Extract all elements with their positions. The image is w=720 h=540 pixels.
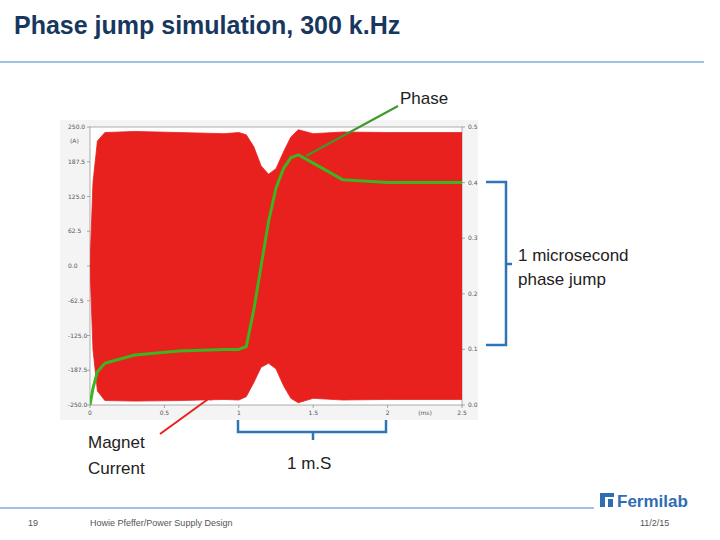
y-tick (87, 161, 90, 162)
y2-tick-label: 0.0 (468, 401, 478, 408)
background (0, 0, 720, 540)
y-tick-label: 187.5 (68, 158, 85, 165)
y-tick-label: 0.0 (68, 262, 78, 269)
plot-frame (90, 127, 462, 405)
jump-annotation: 1 microsecond (518, 246, 629, 265)
phase-pointer (306, 106, 398, 156)
jump-bracket (486, 182, 512, 345)
x-tick (313, 405, 314, 408)
logo: Fermilab (600, 492, 688, 511)
y2-tick (462, 349, 465, 350)
y-tick (87, 370, 90, 371)
x-tick (462, 405, 463, 408)
x-tick-label: 2.5 (457, 409, 467, 416)
x-tick (387, 405, 388, 408)
phase-line (90, 155, 462, 405)
y2-tick-label: 0.1 (468, 345, 478, 352)
y-tick-label: -187.5 (68, 366, 88, 373)
y2-tick (462, 182, 465, 183)
y2-tick-label: 0.3 (468, 234, 478, 241)
y-tick-label: -62.5 (68, 297, 84, 304)
x-tick (238, 405, 239, 408)
page-number: 19 (28, 518, 38, 528)
current-annotation: Current (88, 459, 145, 478)
title: Phase jump simulation, 300 k.Hz (14, 11, 400, 39)
x-tick-label: 2 (386, 409, 390, 416)
x-axis-label: (ms) (418, 409, 432, 416)
title-rule (0, 61, 704, 63)
x-tick-label: 0.5 (160, 409, 170, 416)
footer-rule (0, 507, 594, 509)
x-tick-label: 1.5 (308, 409, 318, 416)
y-tick-label: 62.5 (68, 227, 82, 234)
y2-tick (462, 293, 465, 294)
y-tick (87, 405, 90, 406)
y2-tick (462, 127, 465, 128)
jump-annotation: phase jump (518, 270, 606, 289)
y-tick (87, 335, 90, 336)
current-arrowhead (206, 393, 216, 401)
logo-text: Fermilab (617, 492, 688, 511)
y2-tick-label: 0.5 (468, 123, 478, 130)
y-tick (87, 231, 90, 232)
span-bracket (238, 420, 386, 440)
y-tick (87, 127, 90, 128)
x-tick (90, 405, 91, 408)
current-annotation: Magnet (88, 433, 145, 452)
logo-mark (608, 499, 613, 507)
footer-date: 11/2/15 (640, 518, 669, 528)
span-annotation: 1 m.S (287, 454, 331, 473)
y2-tick-label: 0.4 (468, 179, 478, 186)
footer-author: Howie Pfeffer/Power Supply Design (90, 518, 232, 528)
y-tick-label: -125.0 (68, 332, 88, 339)
phase-annotation: Phase (400, 89, 448, 108)
y-tick-label: 250.0 (68, 123, 85, 130)
y2-tick (462, 405, 465, 406)
plot-marks (90, 130, 462, 405)
slide: Phase jump simulation, 300 k.Hz -250.0 -18… (0, 0, 720, 540)
x-tick (164, 405, 165, 408)
chart-panel (60, 120, 478, 420)
y-tick (87, 196, 90, 197)
current-envelope (90, 130, 462, 403)
current-pointer (160, 397, 211, 434)
x-tick-label: 0 (88, 409, 92, 416)
y-tick-label: -250.0 (68, 401, 88, 408)
y2-tick-label: 0.2 (468, 290, 478, 297)
y-tick (87, 300, 90, 301)
logo-mark (600, 493, 614, 497)
y-tick-label: 125.0 (68, 193, 85, 200)
y-axis-label: (A) (70, 137, 79, 144)
x-tick-label: 1 (237, 409, 241, 416)
y-tick (87, 266, 90, 267)
y2-tick (462, 238, 465, 239)
